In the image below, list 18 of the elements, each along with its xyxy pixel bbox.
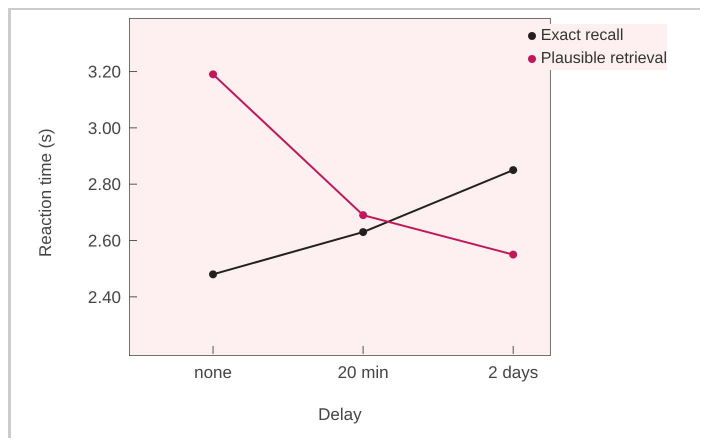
- point: [209, 270, 218, 278]
- point: [509, 250, 518, 259]
- y-tick-label: 3.00: [88, 118, 121, 138]
- legend-label: Plausible retrieval: [540, 49, 667, 69]
- x-tick-label: 2 days: [488, 363, 538, 382]
- y-tick-label: 2.40: [88, 288, 121, 307]
- x-tick-label: 20 min: [338, 363, 389, 382]
- legend-label: Exact recall: [540, 26, 624, 46]
- y-tick-label: 2.60: [88, 232, 121, 251]
- y-tick-label: 2.80: [88, 175, 121, 194]
- point: [359, 211, 368, 220]
- point: [509, 166, 518, 174]
- y-axis-title: Reaction time (s): [36, 128, 56, 257]
- x-axis-title: Delay: [318, 405, 362, 424]
- y-tick-label: 3.20: [88, 62, 121, 82]
- point: [209, 70, 218, 78]
- point: [359, 228, 368, 236]
- x-tick-label: none: [194, 363, 232, 382]
